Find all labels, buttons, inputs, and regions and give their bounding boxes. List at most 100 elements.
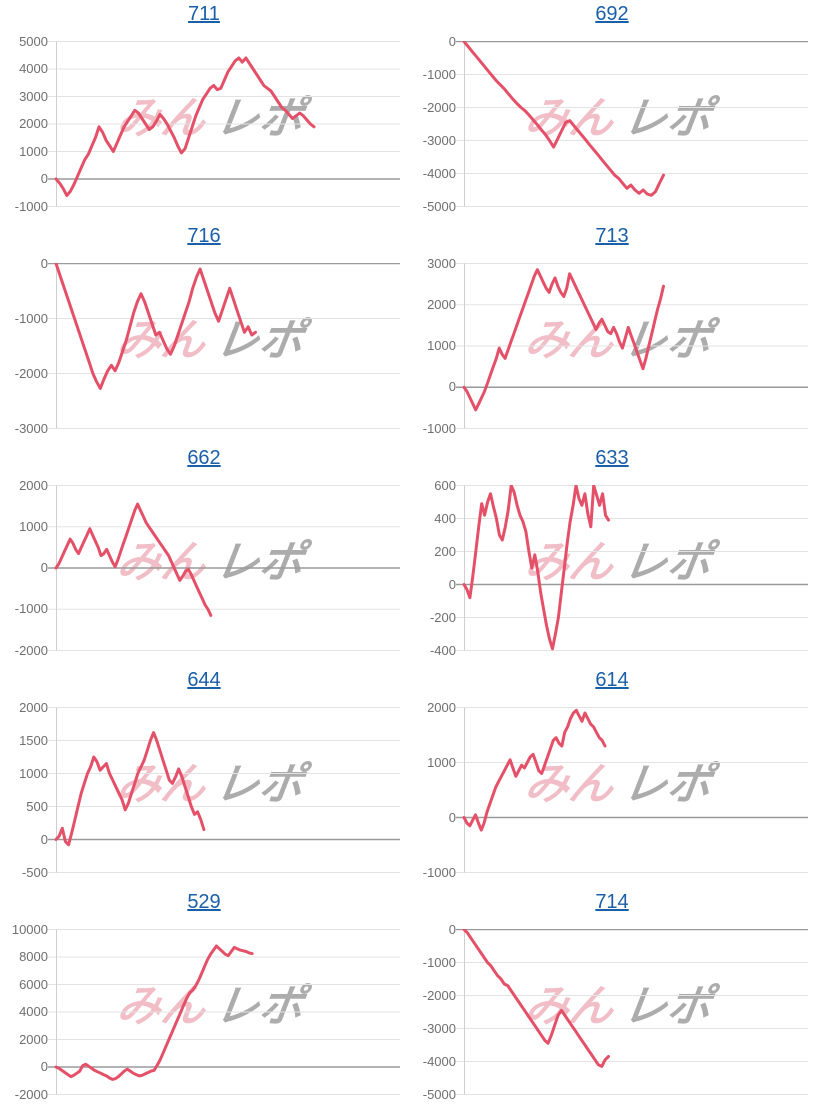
machine-number-link[interactable]: 711 bbox=[188, 3, 220, 25]
y-axis-tick-label: 0 bbox=[448, 576, 456, 592]
y-axis-tick-label: 1000 bbox=[19, 143, 48, 159]
chart-title-row: 662 bbox=[0, 447, 408, 470]
y-axis-tick-label: 0 bbox=[40, 255, 48, 271]
slump-line bbox=[54, 731, 206, 847]
y-axis-tick-label: -3000 bbox=[14, 420, 48, 436]
chart-title-row: 713 bbox=[408, 225, 816, 248]
chart-cell: 713 3000 2000 1000 0 -1000 みんレポ bbox=[408, 222, 816, 444]
y-axis-tick-label: 400 bbox=[434, 510, 456, 526]
y-axis-tick-label: 5000 bbox=[19, 33, 48, 49]
chart-cell: 692 0 -1000 -2000 -3000 -4000 -5000 みんレポ bbox=[408, 0, 816, 222]
machine-number-link[interactable]: 633 bbox=[595, 447, 629, 469]
y-axis-tick-label: 500 bbox=[26, 798, 48, 814]
slump-graph bbox=[48, 929, 400, 1095]
y-axis-tick-label: 8000 bbox=[19, 949, 48, 964]
chart-title-row: 644 bbox=[0, 669, 408, 692]
chart-cell: 633 600 400 200 0 -200 -400 みんレポ bbox=[408, 444, 816, 666]
slump-line bbox=[462, 485, 610, 651]
y-axis-tick-label: 1000 bbox=[427, 754, 456, 770]
y-axis-tick-label: -2000 bbox=[14, 365, 48, 381]
y-axis-tick-label: 2000 bbox=[19, 1031, 48, 1047]
y-axis-tick-label: 4000 bbox=[19, 61, 48, 76]
chart-title-row: 692 bbox=[408, 3, 816, 26]
chart-cell: 644 2000 1500 1000 500 0 -500 みんレポ bbox=[0, 666, 408, 888]
y-axis-tick-label: -2000 bbox=[422, 99, 456, 115]
chart-cell: 714 0 -1000 -2000 -3000 -4000 -5000 みんレポ bbox=[408, 888, 816, 1110]
y-axis-tick-label: -1000 bbox=[422, 420, 456, 436]
y-axis-tick-label: 3000 bbox=[427, 255, 456, 271]
y-axis-tick-label: 2000 bbox=[427, 699, 456, 715]
y-axis-tick-label: -4000 bbox=[422, 165, 456, 181]
chart-cell: 614 2000 1000 0 -1000 みんレポ bbox=[408, 666, 816, 888]
y-axis-tick-label: 2000 bbox=[19, 116, 48, 131]
slump-graph bbox=[48, 263, 400, 429]
y-axis-tick-label: 1500 bbox=[19, 732, 48, 748]
y-axis-tick-label: -3000 bbox=[422, 1020, 456, 1036]
chart-title-row: 714 bbox=[408, 891, 816, 914]
chart-cell: 529 10000 8000 6000 4000 2000 0 -2000 みんレポ bbox=[0, 888, 408, 1110]
y-axis-tick-label: -200 bbox=[429, 609, 456, 625]
slump-line bbox=[462, 929, 610, 1068]
slump-graph bbox=[456, 41, 808, 207]
chart-title-row: 614 bbox=[408, 669, 816, 692]
y-axis-tick-label: 10000 bbox=[11, 921, 48, 937]
slump-graph bbox=[456, 485, 808, 651]
machine-number-link[interactable]: 692 bbox=[595, 3, 629, 25]
slump-graph bbox=[48, 485, 400, 651]
slump-line bbox=[54, 944, 254, 1081]
y-axis-tick-label: -2000 bbox=[14, 642, 48, 658]
y-axis-tick-label: -2000 bbox=[422, 987, 456, 1003]
y-axis-tick-label: -1000 bbox=[14, 198, 48, 214]
y-axis-tick-label: 6000 bbox=[19, 976, 48, 992]
chart-title-row: 529 bbox=[0, 891, 408, 914]
slump-graph bbox=[456, 263, 808, 429]
chart-cell: 716 0 -1000 -2000 -3000 みんレポ bbox=[0, 222, 408, 444]
y-axis-tick-label: -2000 bbox=[14, 1086, 48, 1102]
y-axis-tick-label: -1000 bbox=[14, 310, 48, 326]
y-axis-tick-label: 2000 bbox=[19, 699, 48, 715]
y-axis-tick-label: -5000 bbox=[422, 1086, 456, 1102]
machine-number-link[interactable]: 662 bbox=[187, 447, 221, 469]
slump-graph bbox=[48, 41, 400, 207]
y-axis-tick-label: 0 bbox=[448, 921, 456, 937]
y-axis-tick-label: -500 bbox=[21, 864, 48, 880]
y-axis-tick-label: 0 bbox=[448, 33, 456, 49]
y-axis-tick-label: 0 bbox=[40, 831, 48, 847]
y-axis-tick-label: 0 bbox=[40, 560, 48, 575]
machine-number-link[interactable]: 716 bbox=[187, 225, 221, 247]
slump-graph bbox=[456, 707, 808, 873]
y-axis-tick-label: 1000 bbox=[19, 765, 48, 781]
y-axis-tick-label: 200 bbox=[434, 543, 456, 559]
y-axis-tick-label: -1000 bbox=[422, 864, 456, 880]
machine-number-link[interactable]: 714 bbox=[595, 891, 629, 913]
chart-title-row: 716 bbox=[0, 225, 408, 248]
slump-line bbox=[462, 708, 607, 832]
chart-cell: 711 5000 4000 3000 2000 1000 0 -1000 みんレポ bbox=[0, 0, 408, 222]
machine-number-link[interactable]: 614 bbox=[595, 669, 629, 691]
chart-title-row: 633 bbox=[408, 447, 816, 470]
y-axis-tick-label: 0 bbox=[40, 171, 48, 186]
y-axis-tick-label: 3000 bbox=[19, 88, 48, 104]
slump-line bbox=[462, 268, 665, 412]
y-axis-tick-label: -1000 bbox=[422, 66, 456, 82]
machine-number-link[interactable]: 644 bbox=[187, 669, 221, 691]
y-axis-tick-label: 2000 bbox=[19, 477, 48, 493]
slump-line bbox=[54, 56, 316, 197]
y-axis-tick-label: 1000 bbox=[19, 518, 48, 534]
y-axis-tick-label: 2000 bbox=[427, 296, 456, 312]
y-axis-tick-label: 0 bbox=[448, 379, 456, 395]
y-axis-tick-label: -4000 bbox=[422, 1053, 456, 1069]
machine-number-link[interactable]: 529 bbox=[187, 891, 221, 913]
slump-graph bbox=[48, 707, 400, 873]
chart-cell: 662 2000 1000 0 -1000 -2000 みんレポ bbox=[0, 444, 408, 666]
slump-line bbox=[462, 41, 665, 197]
machine-number-link[interactable]: 713 bbox=[595, 225, 629, 247]
slump-graph bbox=[456, 929, 808, 1095]
y-axis-tick-label: 0 bbox=[448, 809, 456, 825]
chart-title-row: 711 bbox=[0, 3, 408, 26]
slump-line bbox=[54, 263, 257, 390]
y-axis-tick-label: 600 bbox=[434, 477, 456, 493]
y-axis-tick-label: -5000 bbox=[422, 198, 456, 214]
slump-line bbox=[54, 502, 213, 617]
